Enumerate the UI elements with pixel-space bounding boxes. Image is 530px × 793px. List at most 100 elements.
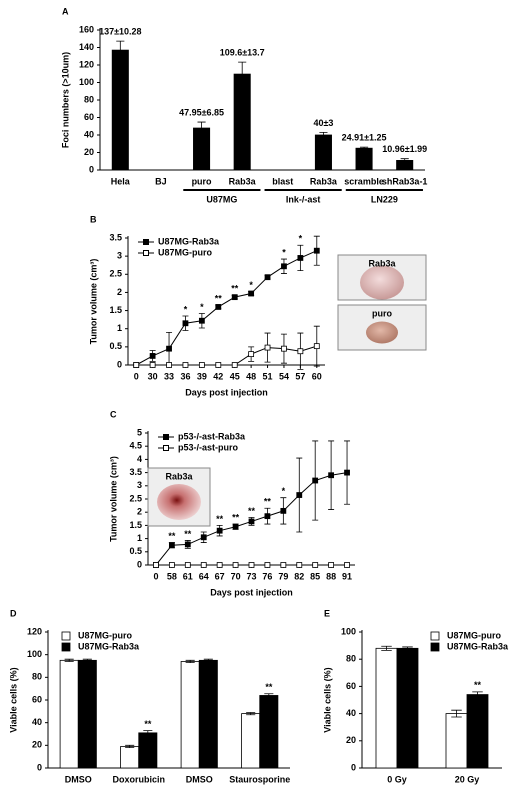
significance: **	[248, 506, 256, 516]
legend-label: U87MG-puro	[447, 630, 502, 640]
bar	[59, 659, 79, 769]
y-tick-label: 20	[32, 740, 42, 750]
y-tick-label: 20	[84, 147, 94, 157]
y-tick-label: 0.5	[129, 546, 142, 556]
x-tick-label: blast	[272, 176, 293, 186]
x-tick-label: 0	[134, 371, 139, 381]
legend-label: U87MG-puro	[78, 630, 133, 640]
y-tick-label: 40	[84, 129, 94, 139]
error-bar	[203, 658, 213, 662]
x-tick-label: 30	[148, 371, 158, 381]
bar	[241, 713, 261, 769]
value-label: 109.6±13.7	[220, 47, 265, 57]
point	[248, 518, 255, 525]
significance: *	[282, 486, 286, 496]
point	[215, 362, 222, 368]
point	[200, 562, 207, 568]
x-tick-label: 79	[278, 571, 288, 581]
significance: *	[299, 234, 303, 244]
y-tick-label: 2	[117, 287, 122, 297]
point	[168, 562, 175, 568]
y-tick-label: 1	[117, 323, 122, 333]
error-bar	[360, 146, 369, 150]
error-bar	[402, 646, 413, 651]
point	[198, 317, 205, 324]
significance: **	[265, 682, 273, 692]
point	[264, 562, 271, 568]
value-label: 47.95±6.85	[179, 107, 224, 117]
y-tick-label: 40	[32, 717, 42, 727]
bar	[138, 732, 158, 769]
error-bar	[472, 691, 483, 698]
point	[248, 562, 255, 568]
y-tick-label: 80	[346, 654, 356, 664]
y-tick-label: 3.5	[109, 232, 122, 242]
y-tick-label: 100	[79, 77, 94, 87]
point	[184, 562, 191, 568]
error-bar	[82, 658, 92, 662]
bar	[375, 647, 398, 769]
value-label: 10.96±1.99	[382, 144, 427, 154]
point	[313, 247, 320, 254]
point	[198, 362, 205, 368]
legend-label: U87MG-puro	[158, 247, 213, 257]
y-tick-label: 160	[79, 24, 94, 34]
x-tick-label: DMSO	[65, 774, 92, 784]
legend-label: p53-/-ast-Rab3a	[178, 431, 246, 441]
point	[200, 534, 207, 541]
point	[149, 362, 156, 368]
point	[153, 562, 159, 568]
y-axis-title: Tumor volume (cm³)	[88, 259, 98, 345]
significance: **	[144, 719, 152, 729]
bar	[198, 659, 218, 769]
significance: *	[200, 302, 204, 312]
y-axis-title: Viable cells (%)	[322, 667, 332, 732]
y-tick-label: 40	[346, 708, 356, 718]
legend-marker	[163, 445, 169, 451]
point	[313, 343, 320, 350]
error-bar	[64, 658, 74, 662]
y-tick-label: 100	[27, 649, 42, 659]
error-bar	[116, 40, 125, 60]
x-tick-label: 70	[231, 571, 241, 581]
point	[168, 542, 175, 549]
x-tick-label: 64	[199, 571, 209, 581]
legend-marker	[163, 434, 169, 440]
legend-label: U87MG-Rab3a	[158, 236, 220, 246]
y-tick-label: 1.5	[129, 520, 142, 530]
point	[264, 344, 271, 351]
error-bar	[185, 659, 195, 663]
y-tick-label: 0.5	[109, 341, 122, 351]
photo-label: Rab3a	[165, 471, 193, 481]
point	[328, 472, 335, 479]
y-axis-title: Tumor volume (cm³)	[108, 456, 118, 542]
point	[133, 362, 140, 368]
x-tick-label: 0	[153, 571, 158, 581]
y-tick-label: 140	[79, 42, 94, 52]
panel-letter: B	[90, 214, 97, 224]
legend-label: U87MG-Rab3a	[447, 641, 509, 651]
point	[328, 562, 335, 568]
x-tick-label: 61	[183, 571, 193, 581]
significance: **	[264, 497, 272, 507]
error-bar	[125, 744, 135, 748]
y-tick-label: 0	[351, 762, 356, 772]
x-tick-label: 33	[164, 371, 174, 381]
x-tick-label: Hela	[111, 176, 131, 186]
point	[215, 304, 222, 310]
series-line	[136, 345, 317, 366]
legend-swatch	[430, 642, 440, 652]
significance: **	[232, 512, 240, 522]
x-tick-label: Rab3a	[310, 176, 338, 186]
y-tick-label: 2.5	[129, 493, 142, 503]
x-tick-label: 48	[246, 371, 256, 381]
y-tick-label: 4.5	[129, 441, 142, 451]
y-tick-label: 4	[137, 454, 142, 464]
error-bar	[246, 712, 256, 716]
x-tick-label: 73	[246, 571, 256, 581]
group-label: U87MG	[206, 194, 237, 204]
bar	[466, 694, 489, 769]
panel-letter: C	[110, 409, 117, 419]
legend-label: p53-/-ast-puro	[178, 442, 239, 452]
